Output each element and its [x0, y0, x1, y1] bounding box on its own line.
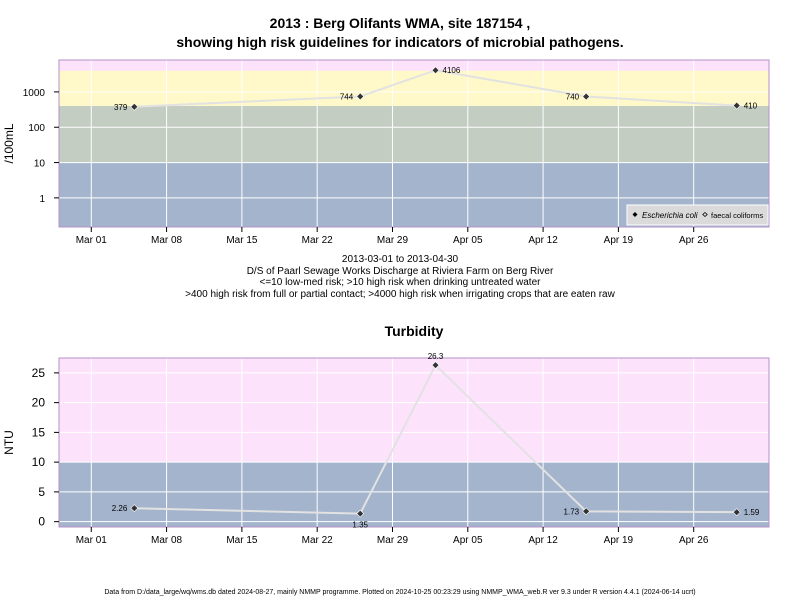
- y-tick-label: 0: [38, 515, 45, 529]
- caption-date-range: 2013-03-01 to 2013-04-30: [341, 254, 459, 265]
- y-tick-label: 20: [32, 396, 46, 410]
- x-tick-label: Mar 08: [151, 235, 183, 246]
- data-label: 744: [340, 92, 354, 101]
- legend-box: [626, 204, 769, 226]
- risk-band-2: [59, 358, 769, 463]
- x-tick-label: Mar 22: [302, 235, 334, 246]
- y-axis-label: NTU: [2, 430, 16, 455]
- x-tick-label: Apr 05: [453, 235, 483, 246]
- caption-guideline-2: >400 high risk from full or partial cont…: [185, 288, 615, 300]
- data-label: 1.35: [352, 521, 368, 530]
- title-line-1: 2013 : Berg Olifants WMA, site 187154 ,: [269, 15, 531, 31]
- turbidity-title: Turbidity: [385, 323, 444, 339]
- footer-note: Data from D:/data_large/wq/wms.db dated …: [104, 589, 696, 596]
- y-axis-label: /100mL: [2, 123, 16, 163]
- plot-frame: [58, 59, 770, 228]
- data-point: [130, 504, 139, 513]
- data-point: [356, 92, 365, 101]
- data-point: [582, 92, 591, 101]
- title-line-2: showing high risk guidelines for indicat…: [176, 34, 624, 50]
- y-tick-label: 1000: [23, 88, 46, 99]
- x-tick-label: Mar 15: [226, 235, 258, 246]
- data-point: [732, 508, 741, 517]
- x-tick-label: Apr 19: [604, 535, 634, 546]
- x-tick-label: Mar 01: [76, 235, 108, 246]
- y-tick-label: 10: [32, 455, 46, 469]
- data-label: 4106: [443, 66, 461, 75]
- y-tick-label: 10: [34, 159, 46, 170]
- data-label: 2.26: [112, 504, 128, 513]
- data-point: [356, 509, 365, 518]
- data-point: [130, 102, 139, 111]
- legend-marker-faecal: [702, 211, 708, 218]
- data-point: [732, 101, 741, 110]
- data-point: [431, 361, 440, 370]
- data-label: 740: [566, 93, 580, 102]
- y-tick-label: 1: [39, 194, 45, 205]
- x-tick-label: Mar 22: [302, 535, 334, 546]
- y-tick-label: 25: [32, 366, 46, 380]
- chart-caption: 2013-03-01 to 2013-04-30 D/S of Paarl Se…: [0, 254, 800, 300]
- chart-main-title: 2013 : Berg Olifants WMA, site 187154 , …: [0, 14, 800, 52]
- data-label: 26.3: [428, 352, 444, 361]
- y-tick-label: 100: [28, 123, 45, 134]
- x-tick-label: Apr 26: [679, 535, 709, 546]
- x-tick-label: Apr 19: [604, 235, 634, 246]
- caption-location: D/S of Paarl Sewage Works Discharge at R…: [246, 265, 554, 277]
- x-tick-label: Apr 12: [528, 535, 558, 546]
- x-tick-label: Apr 12: [528, 235, 558, 246]
- legend-marker-ecoli: [632, 212, 638, 217]
- x-tick-label: Mar 15: [226, 535, 258, 546]
- legend-label-faecal: faecal coliforms: [711, 211, 763, 220]
- risk-band-1: [59, 462, 769, 527]
- x-tick-label: Mar 29: [377, 535, 409, 546]
- plot-frame: [58, 357, 770, 528]
- x-tick-label: Mar 01: [76, 535, 108, 546]
- y-tick-label: 15: [32, 425, 46, 439]
- caption-guideline-1: <=10 low-med risk; >10 high risk when dr…: [259, 277, 541, 288]
- data-point: [582, 507, 591, 516]
- data-label: 1.59: [744, 508, 760, 517]
- x-tick-label: Mar 29: [377, 235, 409, 246]
- y-tick-label: 5: [38, 485, 45, 499]
- data-label: 1.73: [564, 507, 580, 516]
- risk-band-4: [59, 60, 769, 71]
- x-tick-label: Mar 08: [151, 535, 183, 546]
- x-tick-label: Apr 05: [453, 535, 483, 546]
- x-tick-label: Apr 26: [679, 235, 709, 246]
- legend-label-ecoli: Escherichia coli: [642, 211, 698, 220]
- risk-band-2: [59, 105, 769, 163]
- data-point: [431, 66, 440, 75]
- data-label: 379: [114, 103, 128, 112]
- data-label: 410: [744, 102, 758, 111]
